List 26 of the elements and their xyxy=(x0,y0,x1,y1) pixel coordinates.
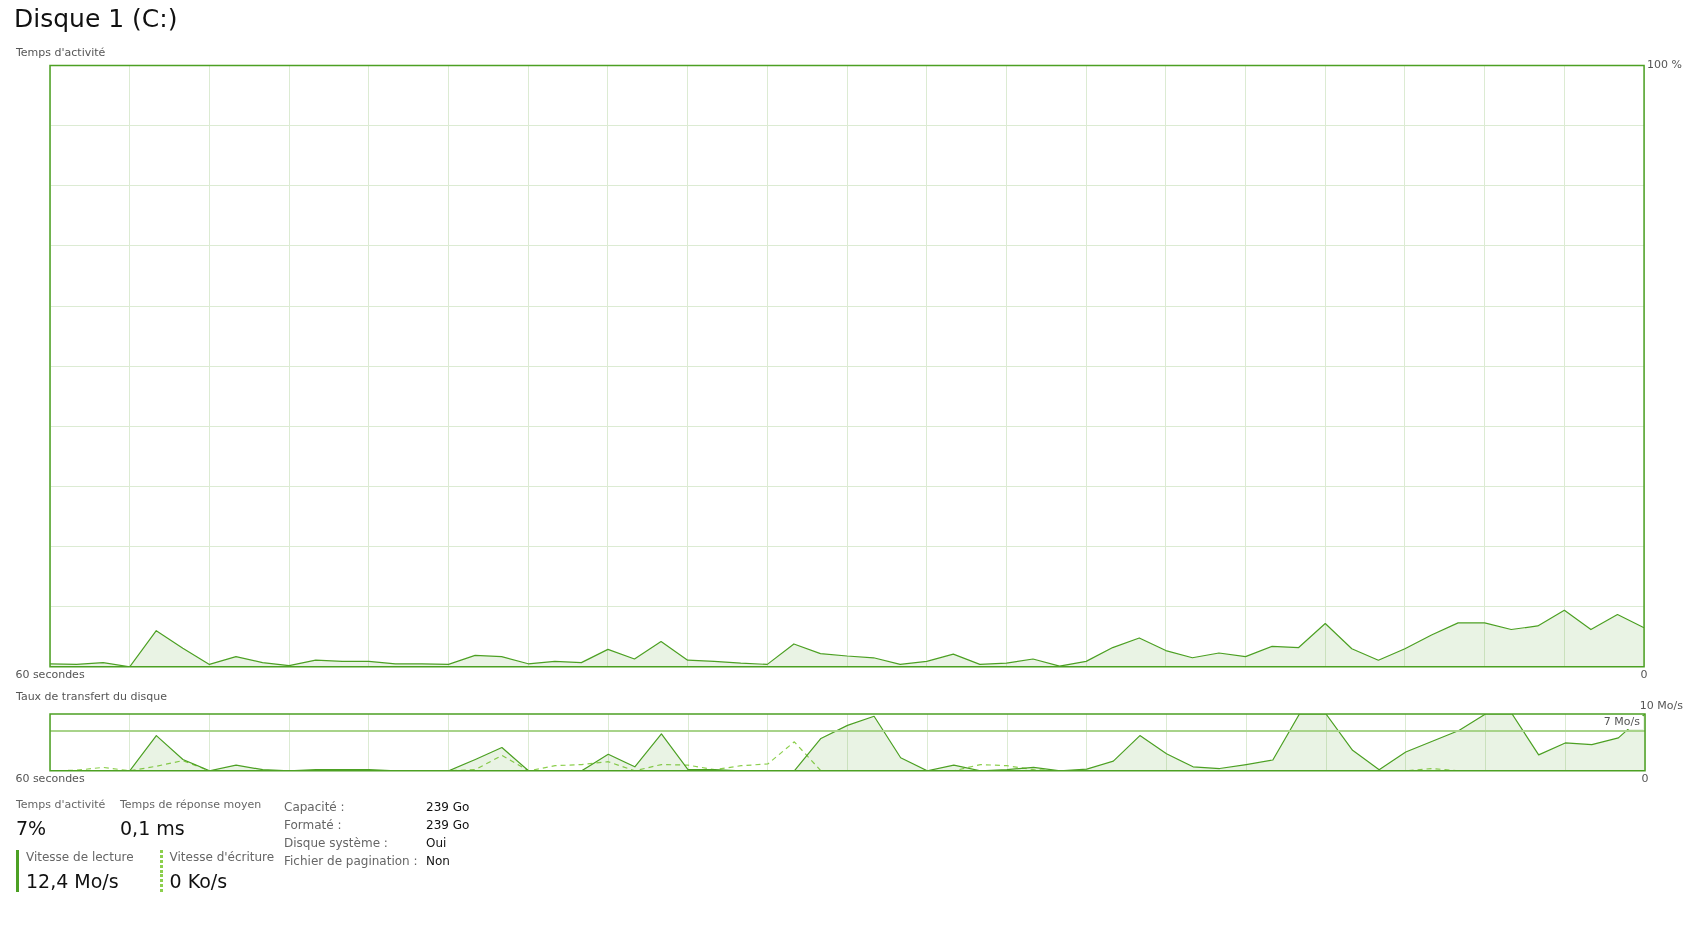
chart-subtitle: Taux de transfert du disque xyxy=(16,690,168,703)
x-tick-label: 0 xyxy=(1640,668,1648,682)
x-tick-label: 60 secondes xyxy=(15,668,85,682)
legend-label: Vitesse d'écriture xyxy=(169,850,275,864)
text: Capacité : xyxy=(284,799,346,816)
text: Oui xyxy=(426,836,447,850)
ref-line-label: 7 Mo/s xyxy=(1603,715,1641,729)
text: 12,4 Mo/s xyxy=(26,870,120,892)
text: Disque système : xyxy=(284,835,389,852)
legend-label: Vitesse de lecture xyxy=(26,850,134,864)
chart-title: Disque 1 (C:) xyxy=(14,4,178,33)
text: Temps d'activité xyxy=(16,798,106,811)
text: 0,1 ms xyxy=(120,817,186,839)
y-tick-label: 100 % xyxy=(1647,58,1683,72)
text: Non xyxy=(426,854,450,868)
x-tick-label: 0 xyxy=(1641,772,1649,786)
text: 7% xyxy=(16,817,48,839)
text: Formaté : xyxy=(284,817,343,834)
text: 0 Ko/s xyxy=(169,870,229,892)
text: Temps de réponse moyen xyxy=(120,798,262,811)
text: 10 Mo/s xyxy=(1639,699,1684,713)
text: 239 Go xyxy=(426,818,470,832)
text: Fichier de pagination : xyxy=(284,853,419,870)
text: 239 Go xyxy=(426,800,470,814)
x-tick-label: 60 secondes xyxy=(15,772,85,786)
chart-subtitle: Temps d'activité xyxy=(16,46,106,59)
